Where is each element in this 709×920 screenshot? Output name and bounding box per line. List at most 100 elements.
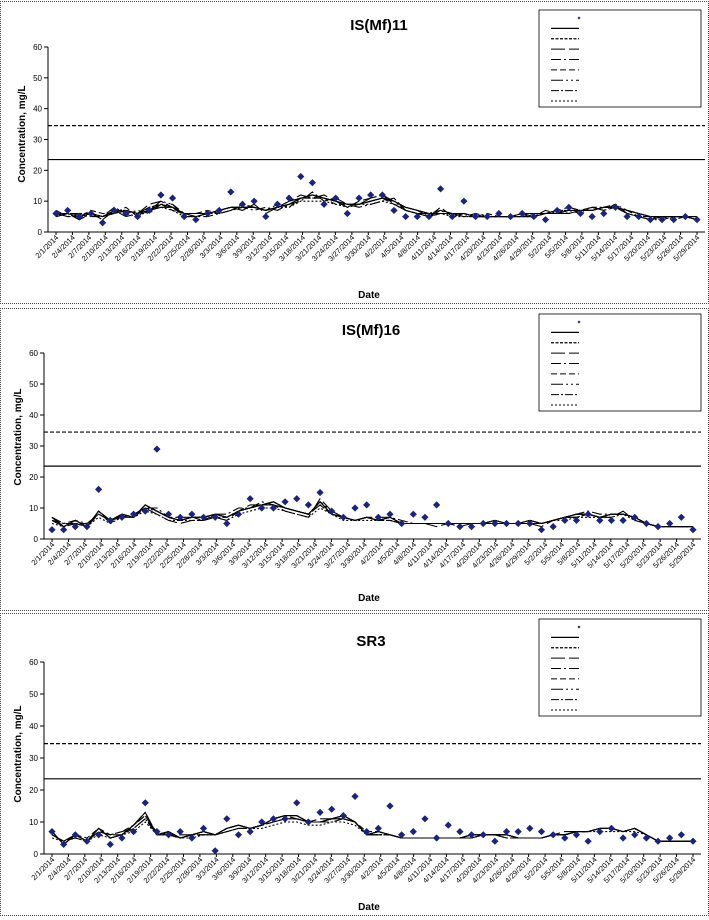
observed-point <box>316 808 324 816</box>
observed-point <box>192 216 200 224</box>
observed-point <box>642 834 650 842</box>
observed-point <box>176 828 184 836</box>
y-axis-label: Concentration, mg/L <box>13 388 24 485</box>
observed-point <box>576 209 585 218</box>
x-axis-label: Date <box>358 593 380 604</box>
series-line-5 <box>51 811 693 846</box>
observed-point <box>689 837 697 845</box>
observed-point <box>343 209 351 218</box>
observed-point <box>133 212 142 221</box>
observed-point <box>374 513 382 521</box>
observed-point <box>308 179 316 187</box>
observed-point <box>95 831 103 839</box>
observed-point <box>549 523 557 531</box>
legend <box>538 313 702 412</box>
series-line-1 <box>51 500 693 528</box>
legend-marker-observed <box>577 16 581 20</box>
observed-point <box>110 206 118 215</box>
series-line-7 <box>51 507 693 528</box>
observed-point <box>95 485 103 493</box>
observed-point <box>619 834 627 842</box>
observed-point <box>339 812 347 820</box>
chart-svg-2: IS(Mf)16 Concentration, mg/L Date 0 10 20 3… <box>13 313 702 604</box>
legend-box <box>538 313 702 412</box>
observed-point <box>642 519 650 528</box>
y-tick-label: 0 <box>38 228 43 237</box>
observed-point <box>157 191 165 199</box>
observed-point <box>518 209 526 218</box>
series-line-8 <box>51 814 693 846</box>
y-tick-label: 10 <box>33 197 42 206</box>
observed-point <box>467 523 476 531</box>
observed-point <box>537 526 546 534</box>
legend-box <box>538 618 702 717</box>
chart-title: SR3 <box>356 633 385 650</box>
observed-point <box>211 847 219 855</box>
observed-point <box>188 510 196 518</box>
observed-point <box>607 824 616 832</box>
y-tick-label: 50 <box>33 74 42 83</box>
chart-svg-3: SR3 Concentration, mg/L Date 0 10 20 30 40 50… <box>13 618 702 913</box>
observed-point <box>129 510 138 518</box>
observed-point <box>635 212 643 221</box>
observed-point <box>273 200 282 208</box>
observed-point <box>122 209 130 218</box>
chart-svg-1: IS(Mf)11 Concentration, mg/L Date 0 10 20 3… <box>17 9 705 301</box>
observed-point <box>60 526 68 534</box>
observed-point <box>409 510 417 518</box>
observed-point <box>666 519 674 528</box>
chart-panel-2: IS(Mf)16 Concentration, mg/L Date 0 10 20 3… <box>0 308 709 611</box>
y-tick-label: 20 <box>33 166 42 175</box>
observed-point <box>106 840 114 848</box>
observed-point <box>584 510 592 518</box>
observed-point <box>297 172 305 181</box>
y-axis-label: Concentration, mg/L <box>13 705 24 802</box>
observed-point <box>549 831 557 839</box>
observed-point <box>293 799 301 807</box>
y-tick-label: 10 <box>29 504 38 513</box>
observed-point <box>588 212 596 221</box>
observed-point <box>71 831 79 839</box>
observed-point <box>304 501 312 509</box>
y-tick-label: 0 <box>34 535 39 544</box>
observed-point <box>83 523 91 531</box>
observed-point <box>502 828 511 836</box>
observed-point <box>367 191 375 199</box>
observed-point <box>304 818 312 826</box>
y-tick-label: 10 <box>29 818 38 827</box>
observed-point <box>262 212 270 221</box>
y-axis-label: Concentration, mg/L <box>17 85 28 182</box>
series-line-4 <box>51 501 693 528</box>
observed-point <box>456 523 464 531</box>
observed-point <box>471 212 480 221</box>
observed-point <box>460 197 468 205</box>
series-line-4 <box>51 814 693 842</box>
observed-point <box>203 209 212 218</box>
observed-point <box>176 513 184 521</box>
observed-point <box>223 815 231 823</box>
observed-point <box>363 501 371 509</box>
observed-point <box>607 516 616 524</box>
observed-point <box>689 526 697 534</box>
observed-point <box>246 828 254 836</box>
observed-point <box>199 824 208 832</box>
observed-point <box>99 219 107 227</box>
series-line-5 <box>51 500 693 528</box>
observed-point <box>293 495 301 503</box>
observed-point <box>526 824 534 832</box>
observed-point <box>646 216 654 224</box>
observed-point <box>677 831 685 839</box>
legend-marker-observed <box>577 320 581 324</box>
observed-point <box>52 209 60 218</box>
observed-point <box>654 837 662 845</box>
legend <box>538 9 702 108</box>
observed-point <box>433 834 441 842</box>
observed-point <box>413 212 421 221</box>
observed-point <box>386 510 394 518</box>
observed-point <box>437 185 445 193</box>
observed-point <box>537 828 546 836</box>
observed-point <box>444 519 452 528</box>
observed-point <box>64 206 72 215</box>
series-line-3 <box>55 191 697 221</box>
observed-point <box>491 837 499 845</box>
